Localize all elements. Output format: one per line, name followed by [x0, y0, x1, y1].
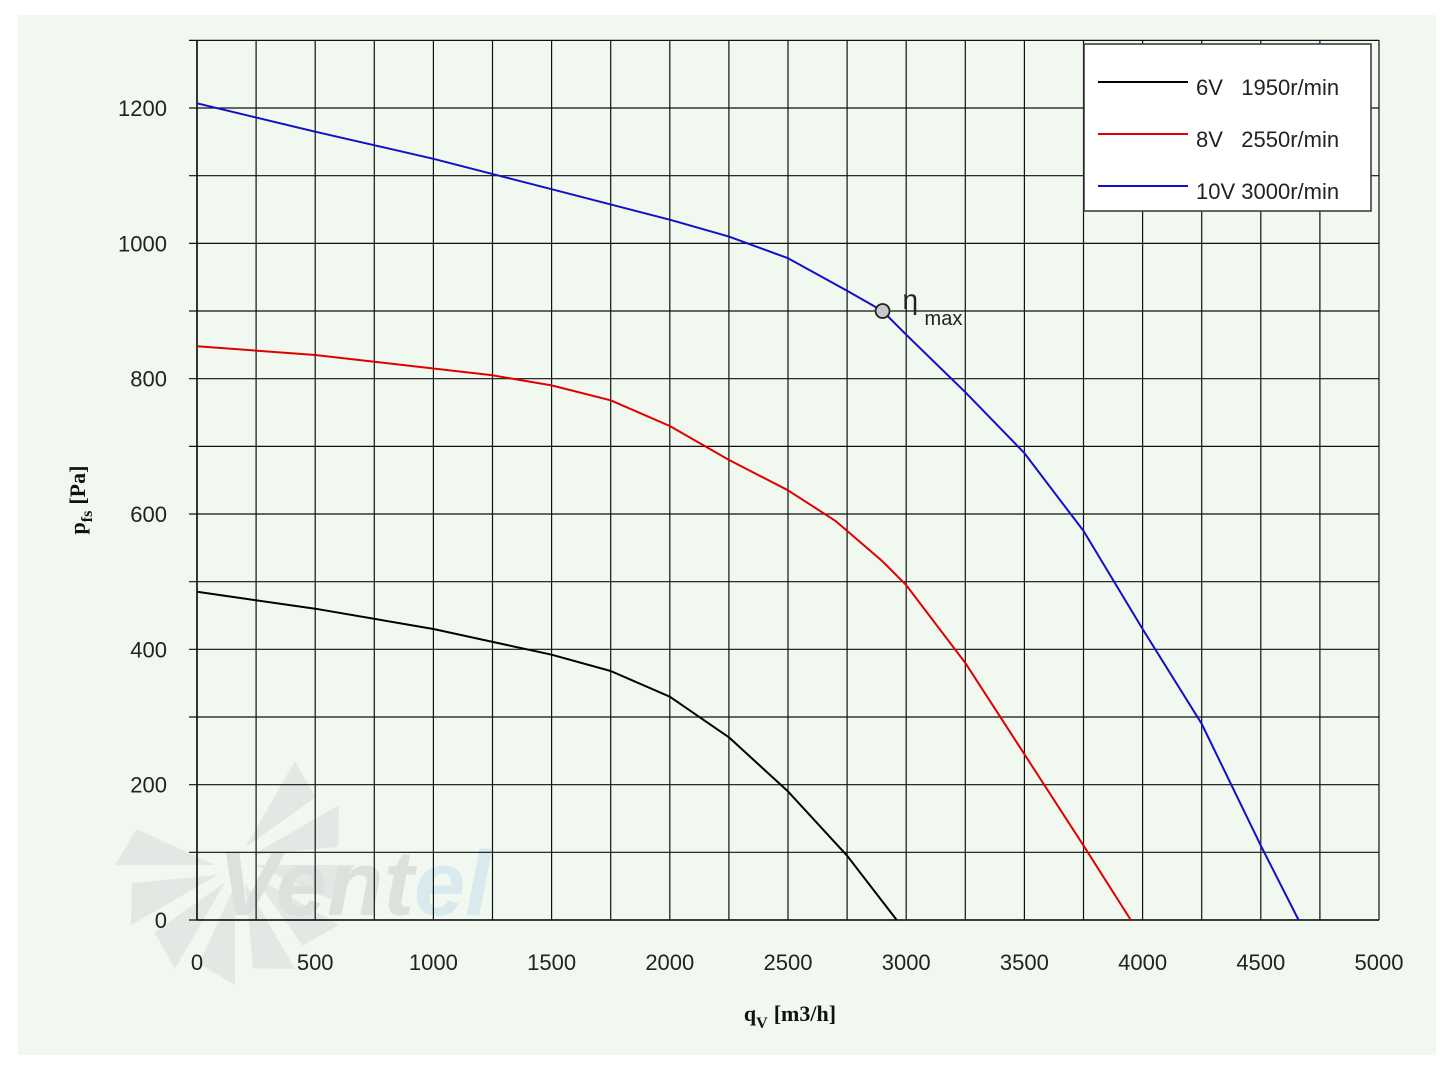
y-tick-label: 200 [130, 773, 167, 798]
x-tick-label: 4500 [1236, 950, 1285, 975]
x-tick-label: 4000 [1118, 950, 1167, 975]
x-tick-label: 1000 [409, 950, 458, 975]
watermark-fan-blade [245, 882, 295, 969]
watermark-fan-blade [245, 761, 316, 848]
legend-entry-label: 8V 2550r/min [1196, 127, 1339, 152]
x-axis-title-unit: [m3/h] [774, 1001, 836, 1026]
watermark-text: Ventel [218, 833, 493, 935]
x-tick-label: 3000 [882, 950, 931, 975]
y-axis-title-symbol: p [65, 522, 90, 534]
x-axis-title: qV [m3/h] [744, 1001, 836, 1032]
watermark-fan-blade [255, 865, 355, 902]
watermark-text-part: Vent [218, 833, 417, 935]
x-tick-label: 1500 [527, 950, 576, 975]
series-line [196, 102, 1300, 921]
x-axis-title-symbol: q [744, 1001, 757, 1026]
series-line [196, 345, 1132, 921]
x-tick-label: 3500 [1000, 950, 1049, 975]
eta-max-subscript: max [925, 308, 963, 330]
x-tick-label: 0 [191, 950, 203, 975]
x-tick-label: 2500 [764, 950, 813, 975]
watermark-fan-blade [131, 875, 218, 925]
y-tick-label: 1200 [118, 96, 167, 121]
legend-entry-label: 10V 3000r/min [1196, 179, 1339, 204]
y-axis-title-unit: [Pa] [65, 466, 90, 505]
y-tick-label: 0 [155, 908, 167, 933]
watermark-logo: Ventel [115, 761, 493, 985]
legend-box [1083, 43, 1372, 212]
watermark-text-part: el [414, 833, 493, 935]
watermark-fan-blade [154, 882, 225, 969]
x-axis-title-subscript: V [756, 1015, 768, 1032]
y-tick-label: 1000 [118, 231, 167, 256]
watermark-fan-blade [252, 875, 339, 946]
x-tick-label: 500 [297, 950, 334, 975]
x-tick-label: 2000 [645, 950, 694, 975]
watermark-fan-blade [252, 805, 339, 855]
watermark-fan-blade [198, 885, 235, 985]
y-tick-label: 800 [130, 367, 167, 392]
y-tick-label: 400 [130, 637, 167, 662]
y-axis-title: pfs [Pa] [65, 466, 96, 535]
x-tick-label: 5000 [1355, 950, 1404, 975]
legend-entry-label: 6V 1950r/min [1196, 75, 1339, 100]
watermark-fan-blade [115, 828, 215, 865]
eta-max-marker [874, 303, 891, 319]
y-tick-label: 600 [130, 502, 167, 527]
eta-max-label: η [903, 284, 919, 315]
y-axis-title-subscript: fs [79, 511, 96, 523]
series-line [196, 590, 898, 921]
